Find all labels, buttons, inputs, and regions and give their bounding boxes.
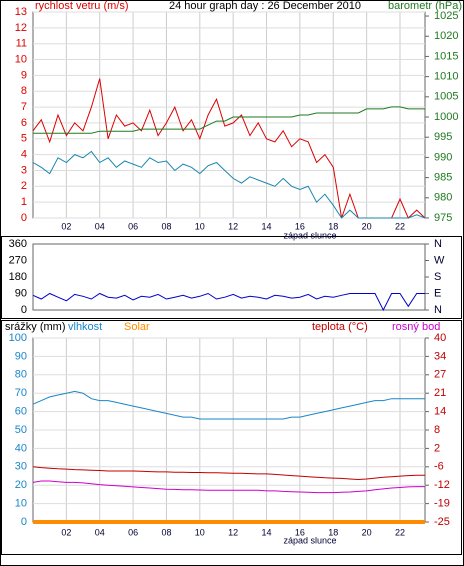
x-tick-label: 20 (362, 221, 372, 231)
y2-tick-label: 985 (434, 172, 452, 184)
y-tick-label: 0 (21, 516, 27, 528)
y-tick-label: 10 (15, 498, 27, 510)
legend-entry: srážky (mm) (5, 321, 66, 333)
y2-tick-label: 8 (434, 424, 440, 436)
y-tick-label: 6 (21, 117, 27, 129)
x-tick-label: 22 (395, 221, 405, 231)
y-tick-label: 9 (21, 69, 27, 81)
series-line (32, 466, 425, 481)
y-tick-label: 40 (15, 442, 27, 454)
y2-tick-label: -25 (434, 516, 450, 528)
y2-axis-label: barometr (hPa) (388, 0, 462, 12)
x-tick-label: 10 (195, 527, 205, 537)
y2-tick-label: 1025 (434, 10, 458, 22)
y2-tick-label: W (434, 254, 445, 266)
y2-tick-label: 975 (434, 212, 452, 224)
x-tick-label: 12 (228, 527, 238, 537)
y2-tick-label: 40 (434, 332, 446, 344)
y-tick-label: 10 (15, 53, 27, 65)
x-tick-label: 20 (362, 527, 372, 537)
y2-tick-label: E (434, 287, 441, 299)
annotation: západ slunce (283, 230, 336, 240)
y-tick-label: 90 (15, 350, 27, 362)
y2-tick-label: 1000 (434, 111, 458, 123)
y-tick-label: 90 (15, 287, 27, 299)
y-tick-label: 2 (21, 180, 27, 192)
x-tick-label: 14 (262, 527, 272, 537)
y2-tick-label: -12 (434, 479, 450, 491)
y-tick-label: 3 (21, 164, 27, 176)
y2-tick-label: 34 (434, 350, 446, 362)
y2-tick-label: 990 (434, 151, 452, 163)
y2-tick-label: 1020 (434, 30, 458, 42)
y2-tick-label: 1005 (434, 91, 458, 103)
y-tick-label: 80 (15, 369, 27, 381)
y-axis-label: rychlost vetru (m/s) (35, 0, 129, 12)
y-tick-label: 30 (15, 461, 27, 473)
x-tick-label: 08 (161, 527, 171, 537)
x-tick-label: 14 (262, 221, 272, 231)
chart-title: 24 hour graph day : 26 December 2010 (169, 0, 361, 12)
y2-tick-label: N (434, 304, 442, 316)
y-tick-label: 0 (21, 304, 27, 316)
x-tick-label: 12 (228, 221, 238, 231)
series-line (33, 106, 425, 134)
y-tick-label: 8 (21, 85, 27, 97)
x-tick-label: 08 (161, 221, 171, 231)
x-tick-label: 02 (61, 527, 71, 537)
y2-tick-label: 14 (434, 406, 446, 418)
x-tick-label: 16 (295, 221, 305, 231)
series-line (32, 292, 425, 312)
y-tick-label: 7 (21, 101, 27, 113)
y-tick-label: 360 (9, 238, 27, 250)
y-tick-label: 70 (15, 387, 27, 399)
panel-frame (1, 236, 462, 319)
y-tick-label: 13 (15, 6, 27, 18)
y2-tick-label: N (434, 238, 442, 250)
x-tick-label: 06 (128, 221, 138, 231)
y-tick-label: 180 (9, 271, 27, 283)
annotation: západ slunce (283, 535, 336, 545)
y-tick-label: 4 (21, 149, 27, 161)
y-tick-label: 20 (15, 479, 27, 491)
y-tick-label: 50 (15, 424, 27, 436)
y2-tick-label: -19 (434, 498, 450, 510)
x-tick-label: 06 (128, 527, 138, 537)
y2-tick-label: 27 (434, 369, 446, 381)
x-tick-label: 18 (328, 527, 338, 537)
y2-tick-label: 21 (434, 387, 446, 399)
x-tick-label: 04 (95, 221, 105, 231)
x-tick-label: 04 (95, 527, 105, 537)
y-tick-label: 100 (9, 332, 27, 344)
x-tick-label: 18 (328, 221, 338, 231)
x-tick-label: 02 (61, 221, 71, 231)
y2-tick-label: 980 (434, 192, 452, 204)
panel-frame (1, 320, 462, 555)
y2-tick-label: 2 (434, 442, 440, 454)
y-tick-label: 60 (15, 406, 27, 418)
y-tick-label: 1 (21, 196, 27, 208)
legend-entry: teplota (°C) (312, 321, 368, 333)
x-tick-label: 22 (395, 527, 405, 537)
x-tick-label: 16 (295, 527, 305, 537)
y2-tick-label: 1015 (434, 50, 458, 62)
legend-entry: Solar (124, 321, 150, 333)
y2-tick-label: 1010 (434, 71, 458, 83)
y-tick-label: 11 (16, 38, 27, 50)
y2-tick-label: S (434, 271, 441, 283)
y2-tick-label: 995 (434, 131, 452, 143)
legend-entry: rosný bod (392, 321, 440, 333)
legend-entry: vlhkost (68, 321, 102, 333)
x-tick-label: 10 (195, 221, 205, 231)
y-tick-label: 270 (9, 254, 27, 266)
series-line (32, 150, 426, 219)
series-line (32, 390, 425, 420)
y-tick-label: 12 (15, 22, 27, 34)
y-tick-label: 5 (21, 133, 27, 145)
plot-area (32, 243, 426, 311)
series-line (32, 480, 425, 494)
y2-tick-label: -6 (434, 461, 444, 473)
y-tick-label: 0 (21, 212, 27, 224)
